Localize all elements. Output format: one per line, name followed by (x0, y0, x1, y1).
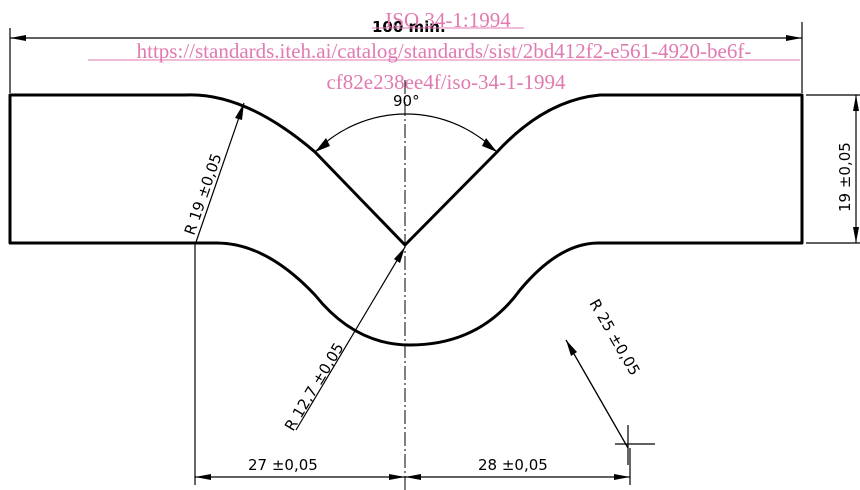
watermark: ISO 34-1:1994 https://standards.iteh.ai/… (88, 8, 800, 94)
watermark-line-3: cf82e238ee4f/iso-34-1-1994 (326, 70, 566, 94)
angle-label: 90° (393, 92, 420, 110)
radius-upper-label: R 19 ±0,05 (181, 151, 226, 237)
right-offset-label: 28 ±0,05 (478, 456, 548, 474)
radius-lower-label: R 25 ±0,05 (586, 296, 644, 379)
radius-lower-dimension: R 25 ±0,05 (565, 296, 655, 465)
height-label: 19 ±0,05 (836, 142, 854, 212)
height-dimension: 19 ±0,05 (806, 94, 860, 244)
angle-dimension: 90° (314, 92, 498, 153)
left-offset-label: 27 ±0,05 (248, 456, 318, 474)
overall-length-dimension: 100 min. (9, 18, 803, 93)
specimen-outline (8, 93, 804, 347)
overall-length-label: 100 min. (372, 18, 446, 36)
radius-notch-label: R 12,7 ±0,05 (281, 340, 348, 434)
bottom-offset-dimensions: 27 ±0,05 28 ±0,05 (194, 245, 631, 485)
radius-upper-dimension: R 19 ±0,05 (181, 102, 245, 246)
radius-notch-dimension: R 12,7 ±0,05 (281, 246, 406, 434)
watermark-line-2: https://standards.iteh.ai/catalog/standa… (137, 39, 752, 63)
